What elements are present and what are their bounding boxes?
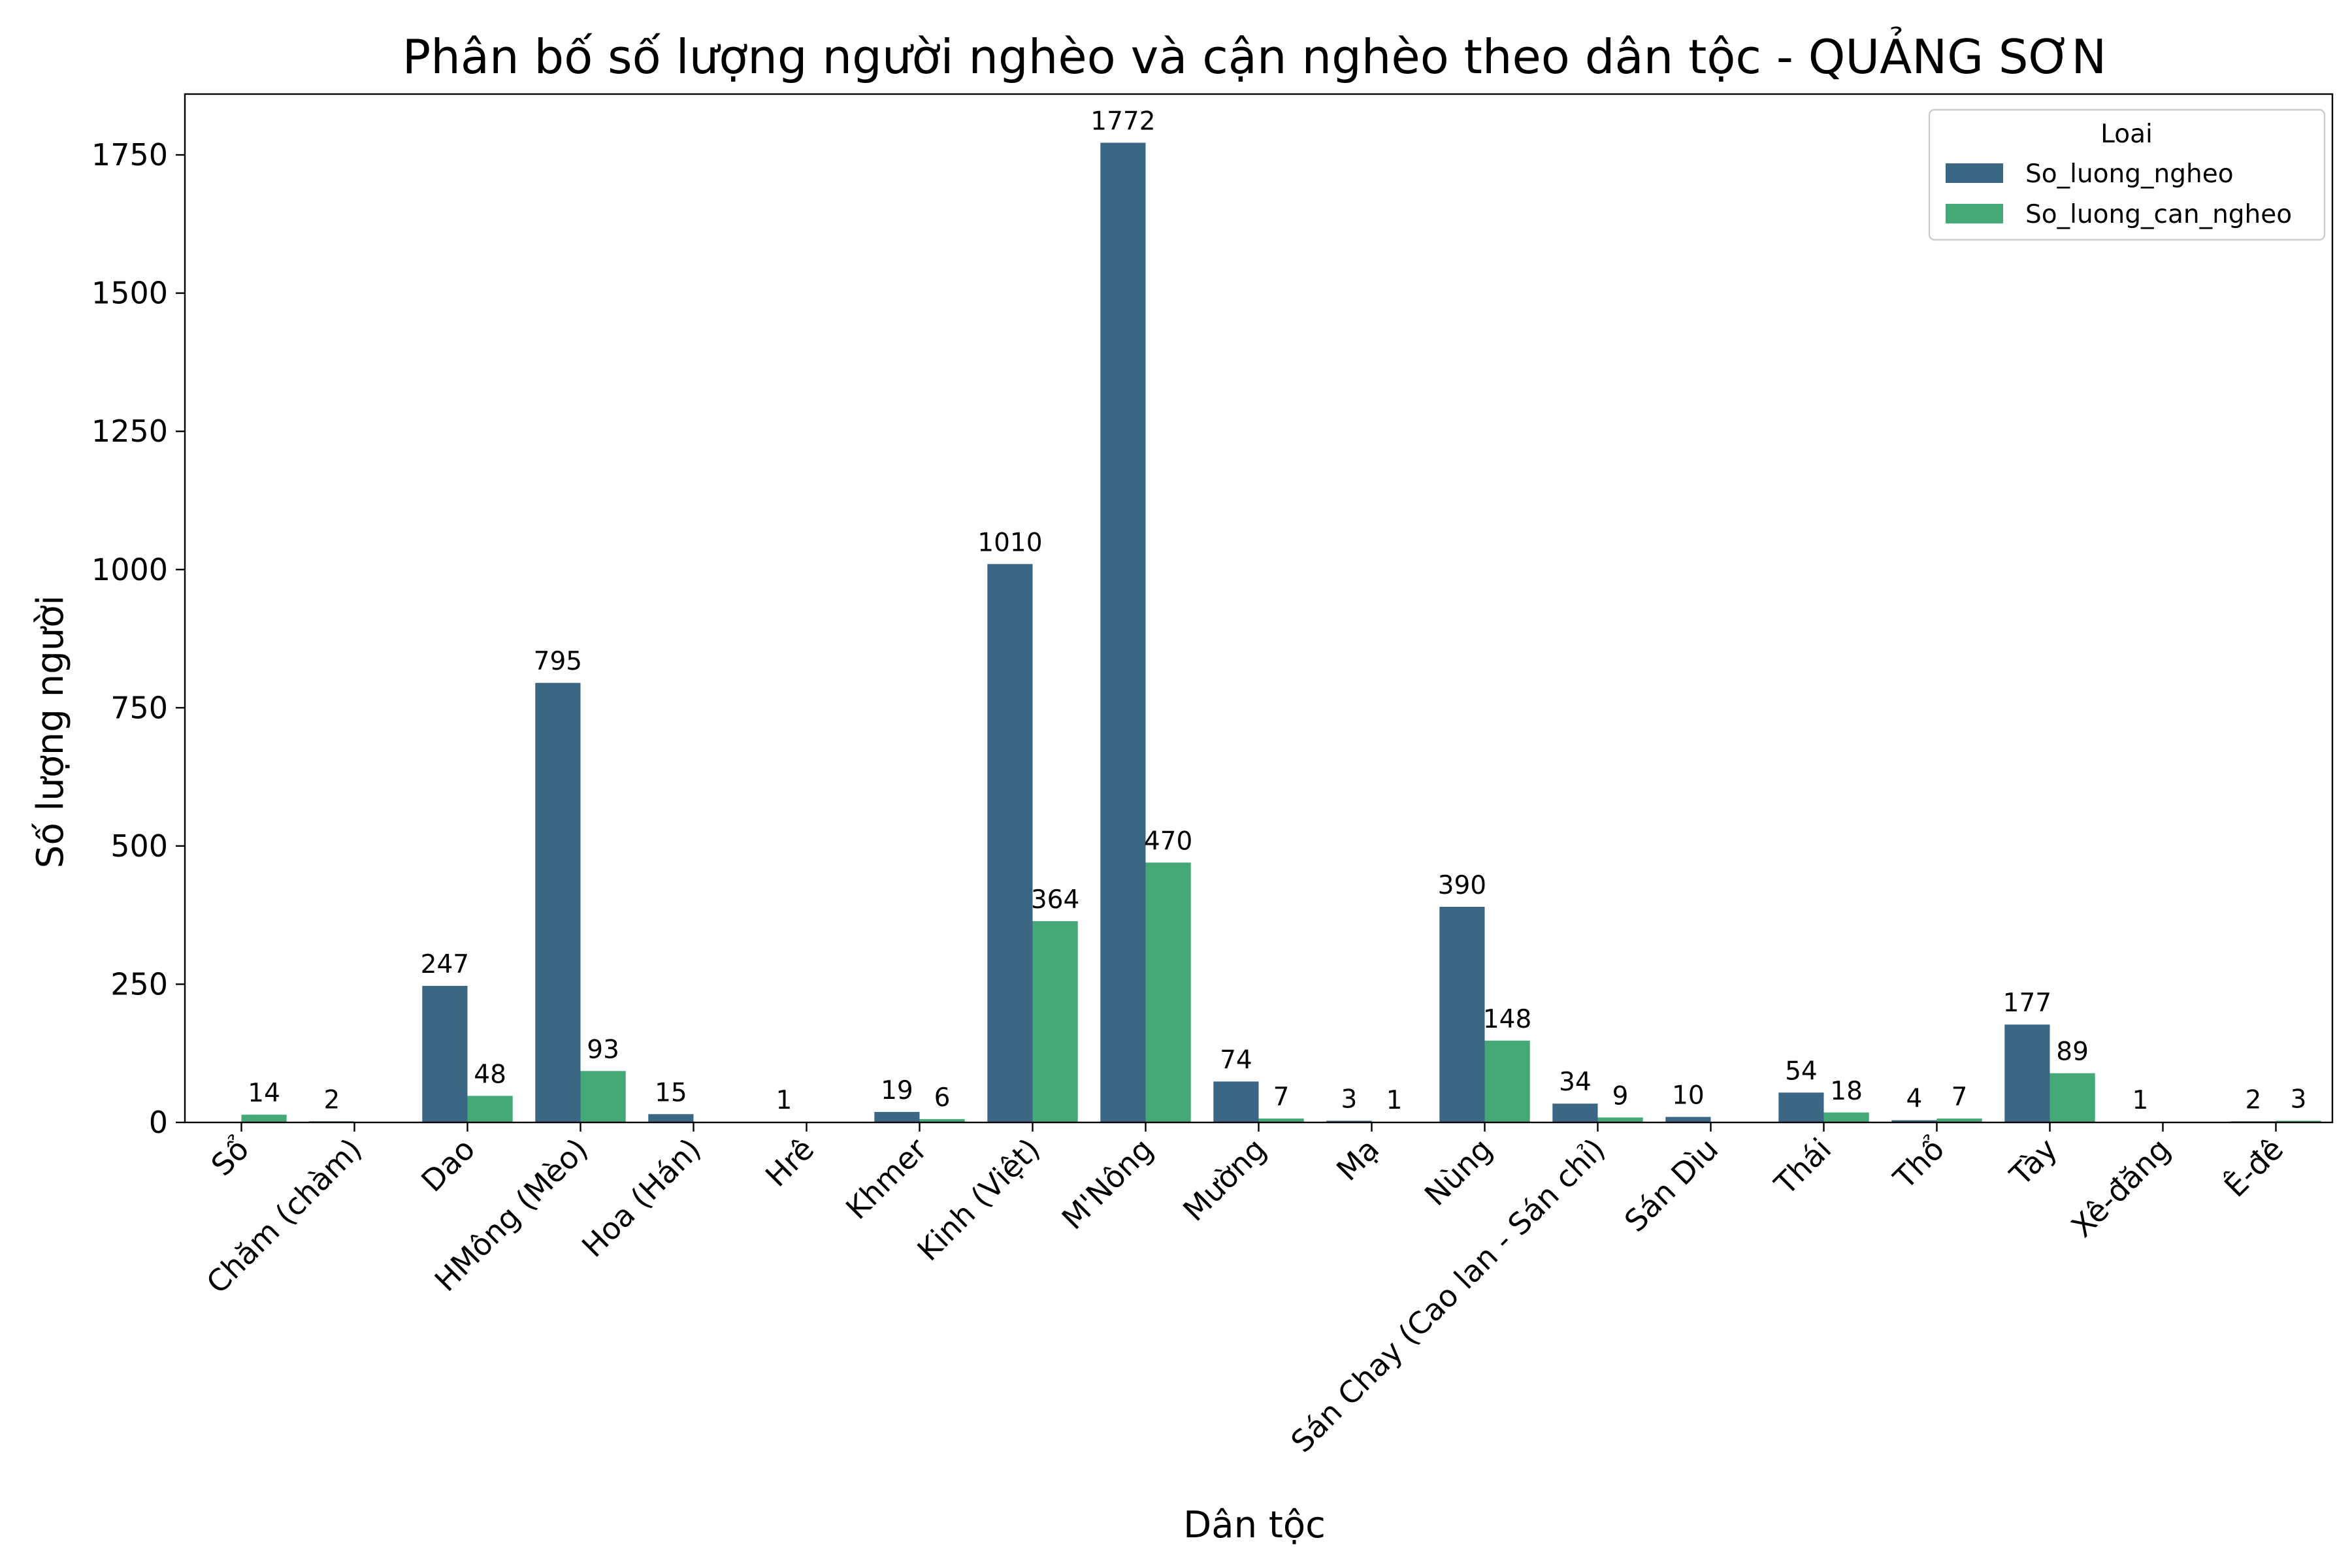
data-label-so-luong-can-ngheo-san-chay-cao-lan-san-chi: 9	[1612, 1081, 1629, 1111]
data-label-so-luong-can-ngheo-tho: 7	[1952, 1083, 1968, 1112]
x-tick-label-tay: Tày	[2002, 1132, 2064, 1193]
bar-so-luong-can-ngheo-khmer	[919, 1119, 965, 1122]
bar-so-luong-can-ngheo-so	[241, 1115, 287, 1122]
x-tick-label-muong: Mường	[1176, 1132, 1273, 1228]
data-label-so-luong-ngheo-tay: 177	[2003, 988, 2051, 1018]
x-tick-label-e-de: Ê-đê	[2217, 1132, 2290, 1204]
y-tick-label-1000: 1000	[91, 552, 168, 587]
data-label-so-luong-ngheo-ma: 3	[1341, 1085, 1357, 1114]
bar-so-luong-can-ngheo-san-chay-cao-lan-san-chi	[1597, 1117, 1643, 1122]
bar-so-luong-can-ngheo-nung	[1484, 1040, 1530, 1122]
data-label-so-luong-can-ngheo-hmong-meo: 93	[587, 1035, 619, 1064]
bar-so-luong-ngheo-khmer	[874, 1111, 920, 1122]
x-tick-label-hre: Hrê	[759, 1132, 821, 1194]
bar-so-luong-ngheo-dao	[422, 985, 468, 1122]
x-tick-label-so: Sổ	[204, 1132, 256, 1183]
legend: Loai So_luong_ngheo So_luong_can_ngheo	[1928, 108, 2326, 241]
bar-so-luong-can-ngheo-kinh-viet	[1032, 921, 1078, 1122]
bar-so-luong-ngheo-kinh-viet	[987, 564, 1033, 1122]
bar-so-luong-ngheo-ma	[1326, 1120, 1372, 1122]
data-label-so-luong-ngheo-hre: 1	[776, 1086, 792, 1115]
plot-frame	[184, 93, 2334, 1124]
chart-title: Phân bố số lượng người nghèo và cận nghè…	[402, 27, 2106, 84]
bar-so-luong-ngheo-san-chay-cao-lan-san-chi	[1552, 1103, 1598, 1122]
data-label-so-luong-ngheo-kinh-viet: 1010	[977, 528, 1042, 557]
bar-so-luong-ngheo-hmong-meo	[535, 683, 581, 1122]
data-label-so-luong-can-ngheo-m-nong: 470	[1144, 826, 1192, 856]
y-tick-label-1750: 1750	[91, 137, 168, 172]
data-label-so-luong-ngheo-m-nong: 1772	[1090, 106, 1155, 136]
data-label-so-luong-ngheo-nung: 390	[1438, 871, 1486, 900]
x-tick-label-xe-dang: Xê-đăng	[2065, 1132, 2178, 1245]
data-label-so-luong-ngheo-xe-dang: 1	[2132, 1086, 2148, 1115]
x-tick-label-kinh-viet: Kinh (Việt)	[910, 1132, 1047, 1268]
data-label-so-luong-ngheo-tho: 4	[1906, 1085, 1922, 1114]
data-label-so-luong-ngheo-san-diu: 10	[1672, 1081, 1705, 1111]
bar-so-luong-ngheo-hoa-han	[648, 1114, 694, 1122]
legend-label-so-luong-can-ngheo: So_luong_can_ngheo	[2025, 200, 2292, 229]
data-label-so-luong-can-ngheo-muong: 7	[1273, 1083, 1290, 1112]
bar-so-luong-can-ngheo-hmong-meo	[580, 1071, 626, 1122]
bar-so-luong-can-ngheo-e-de	[2276, 1120, 2321, 1122]
y-tick-label-1500: 1500	[91, 276, 168, 311]
legend-title: Loai	[2100, 120, 2153, 149]
bar-so-luong-ngheo-muong	[1213, 1081, 1259, 1122]
data-label-so-luong-ngheo-thai: 54	[1785, 1056, 1818, 1086]
bar-so-luong-can-ngheo-tho	[1936, 1119, 1982, 1122]
x-tick-label-ma: Mạ	[1330, 1132, 1386, 1188]
y-tick-label-1250: 1250	[91, 414, 168, 449]
x-axis-label: Dân tộc	[1183, 1504, 1326, 1546]
bar-so-luong-ngheo-tho	[1891, 1120, 1937, 1122]
data-label-so-luong-can-ngheo-thai: 18	[1830, 1077, 1863, 1106]
legend-swatch-so-luong-ngheo	[1946, 163, 2003, 183]
bar-so-luong-ngheo-m-nong	[1100, 142, 1146, 1123]
legend-frame	[1928, 108, 2326, 241]
x-tick-label-san-diu: Sán Dìu	[1618, 1132, 1725, 1239]
bar-so-luong-can-ngheo-thai	[1823, 1112, 1869, 1122]
data-label-so-luong-can-ngheo-kinh-viet: 364	[1031, 885, 1079, 915]
bar-so-luong-can-ngheo-dao	[467, 1096, 513, 1122]
data-label-so-luong-can-ngheo-nung: 148	[1483, 1005, 1531, 1034]
data-label-so-luong-ngheo-khmer: 19	[881, 1076, 913, 1105]
bar-so-luong-can-ngheo-m-nong	[1145, 862, 1191, 1122]
data-label-so-luong-ngheo-dao: 247	[421, 950, 469, 979]
legend-label-so-luong-ngheo: So_luong_ngheo	[2025, 159, 2234, 189]
data-label-so-luong-can-ngheo-so: 14	[248, 1079, 280, 1108]
x-tick-label-thai: Thái	[1767, 1132, 1838, 1202]
x-tick-label-hoa-han: Hoa (Hán)	[575, 1132, 708, 1264]
y-tick-label-750: 750	[110, 690, 168, 725]
x-tick-label-tho: Thổ	[1886, 1132, 1951, 1196]
data-label-so-luong-can-ngheo-e-de: 3	[2291, 1085, 2307, 1114]
data-label-so-luong-ngheo-san-chay-cao-lan-san-chi: 34	[1559, 1068, 1592, 1097]
x-tick-label-khmer: Khmer	[839, 1132, 934, 1226]
x-tick-label-dao: Dao	[414, 1132, 482, 1199]
bar-so-luong-ngheo-thai	[1778, 1092, 1824, 1122]
x-tick-label-nung: Nùng	[1418, 1132, 1499, 1213]
data-label-so-luong-ngheo-cham-cham: 2	[323, 1085, 340, 1115]
bar-so-luong-can-ngheo-muong	[1258, 1119, 1304, 1122]
bar-so-luong-can-ngheo-tay	[2050, 1073, 2095, 1122]
data-label-so-luong-ngheo-hoa-han: 15	[655, 1078, 687, 1107]
legend-swatch-so-luong-can-ngheo	[1946, 204, 2003, 223]
data-label-so-luong-ngheo-e-de: 2	[2245, 1085, 2261, 1115]
bar-so-luong-ngheo-tay	[2004, 1024, 2050, 1122]
y-axis-label: Số lượng người	[29, 595, 72, 868]
data-label-so-luong-can-ngheo-dao: 48	[474, 1060, 506, 1089]
bar-so-luong-ngheo-nung	[1439, 906, 1485, 1122]
y-tick-label-250: 250	[110, 966, 168, 1002]
data-label-so-luong-ngheo-hmong-meo: 795	[534, 647, 582, 676]
x-tick-label-m-nong: M'Nông	[1055, 1132, 1160, 1237]
data-label-so-luong-can-ngheo-tay: 89	[2056, 1037, 2089, 1067]
data-label-so-luong-can-ngheo-ma: 1	[1386, 1086, 1403, 1115]
y-tick-label-500: 500	[110, 828, 168, 864]
y-tick-label-0: 0	[149, 1105, 168, 1140]
bar-so-luong-ngheo-san-diu	[1665, 1117, 1711, 1122]
data-label-so-luong-ngheo-muong: 74	[1220, 1045, 1252, 1075]
data-label-so-luong-can-ngheo-khmer: 6	[934, 1083, 951, 1113]
